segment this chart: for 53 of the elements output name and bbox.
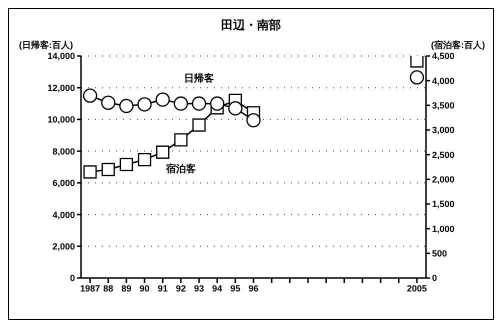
x-tick-label: 89 <box>121 283 132 294</box>
x-tick-label: 96 <box>248 283 259 294</box>
point <box>102 162 115 176</box>
y2-tick-label: 4,000 <box>432 76 455 86</box>
y2-tick-label: 3,000 <box>432 125 455 136</box>
y2-tick-label: 500 <box>432 248 448 259</box>
point <box>174 133 188 147</box>
point <box>210 96 224 111</box>
y2-tick-label: 3,500 <box>432 100 455 111</box>
y-tick-label: 12,000 <box>47 82 75 93</box>
point <box>156 92 170 107</box>
y-tick-label: 2,000 <box>52 241 75 252</box>
x-tick-label: 2005 <box>406 283 427 294</box>
point <box>120 158 134 172</box>
x-tick-label: 94 <box>212 283 222 294</box>
point <box>138 152 152 166</box>
y2-tick-label: 1,000 <box>432 224 455 234</box>
x-tick-label: 1987 <box>80 283 100 294</box>
x-tick-label: 92 <box>176 283 186 294</box>
y-tick-label: 10,000 <box>47 114 75 125</box>
point <box>246 113 261 128</box>
x-tick-label: 91 <box>158 283 168 294</box>
chart-title: 田辺・南部 <box>220 17 282 34</box>
x-tick-label: 93 <box>194 283 204 294</box>
series-label: 日帰客 <box>184 72 214 85</box>
y-tick-label: 4,000 <box>52 210 75 220</box>
point <box>228 101 242 116</box>
point <box>137 97 152 112</box>
point <box>192 96 206 111</box>
point <box>82 88 98 103</box>
point <box>101 96 116 110</box>
y-tick-label: 8,000 <box>52 146 75 156</box>
point <box>83 165 97 179</box>
y-tick-label: 14,000 <box>47 51 75 62</box>
point <box>174 96 188 111</box>
y-tick-label: 6,000 <box>52 178 75 188</box>
y-axis-title: (日帰客:百人) <box>19 39 73 52</box>
y2-tick-label: 4,500 <box>432 51 455 62</box>
x-tick-label: 90 <box>140 283 150 294</box>
x-tick-label: 88 <box>103 283 114 294</box>
y2-tick-label: 2,500 <box>432 150 455 160</box>
y2-axis-title: (宿泊客:百人) <box>431 39 485 52</box>
point <box>192 118 206 132</box>
point <box>119 98 134 114</box>
y-tick-label: 0 <box>70 273 75 284</box>
series-label: 宿泊客 <box>164 162 196 175</box>
y2-tick-label: 1,500 <box>432 199 455 210</box>
x-tick-label: 95 <box>230 283 240 294</box>
point <box>410 56 424 68</box>
point <box>156 146 170 159</box>
y2-tick-label: 0 <box>432 273 438 284</box>
y2-tick-label: 2,000 <box>432 174 455 185</box>
point <box>410 70 424 85</box>
